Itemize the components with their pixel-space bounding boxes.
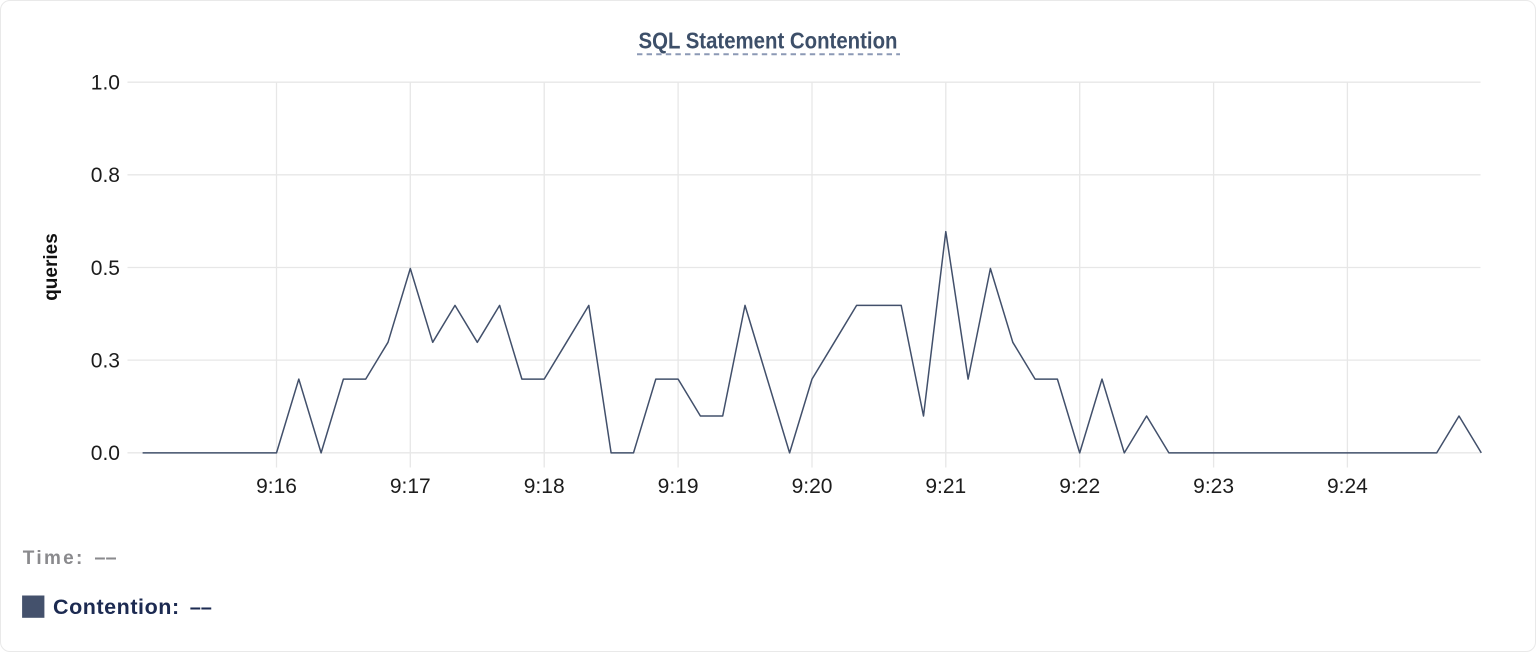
svg-text:9:23: 9:23 <box>1193 475 1234 498</box>
svg-text:9:18: 9:18 <box>524 475 565 498</box>
svg-text:9:22: 9:22 <box>1059 475 1100 498</box>
svg-text:Time:: Time: <box>23 548 85 569</box>
svg-text:queries: queries <box>41 233 62 301</box>
svg-text:0.8: 0.8 <box>91 164 120 187</box>
svg-text:0.0: 0.0 <box>91 442 120 465</box>
svg-text:SQL Statement Contention: SQL Statement Contention <box>639 28 898 54</box>
svg-text:––: –– <box>94 547 116 569</box>
svg-text:1.0: 1.0 <box>91 72 120 95</box>
svg-text:9:20: 9:20 <box>792 475 833 498</box>
svg-text:9:16: 9:16 <box>256 475 297 498</box>
svg-text:0.5: 0.5 <box>91 257 120 280</box>
svg-text:Contention:: Contention: <box>53 595 180 619</box>
svg-text:9:24: 9:24 <box>1327 475 1368 498</box>
svg-text:––: –– <box>190 597 212 619</box>
svg-text:9:21: 9:21 <box>925 475 966 498</box>
svg-text:0.3: 0.3 <box>91 350 120 373</box>
svg-text:9:19: 9:19 <box>658 475 699 498</box>
svg-text:9:17: 9:17 <box>390 475 431 498</box>
